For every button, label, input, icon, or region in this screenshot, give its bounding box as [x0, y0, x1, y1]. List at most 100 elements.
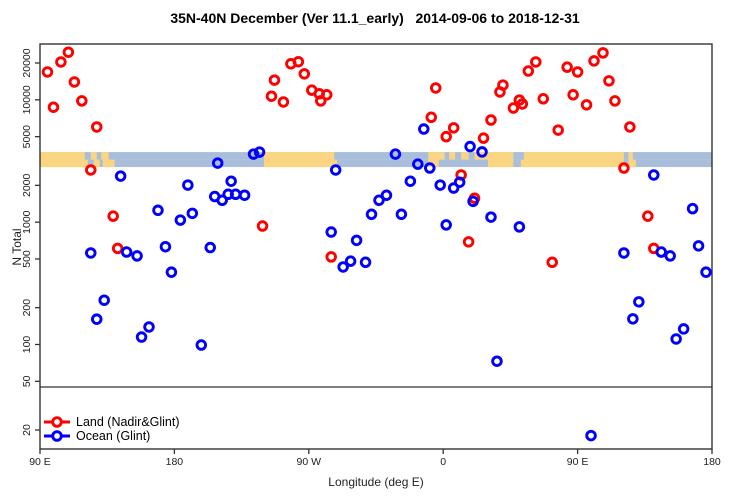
- data-point-ocean: [404, 175, 417, 187]
- data-point-land: [68, 76, 81, 88]
- map-band-land-segment: [461, 152, 469, 160]
- map-band-land-segment: [264, 159, 338, 168]
- data-point-ocean: [395, 208, 408, 221]
- data-point-land: [298, 68, 311, 80]
- y-tick-label: 5000: [21, 125, 33, 149]
- data-point-ocean: [664, 250, 676, 262]
- map-band-land-segment: [264, 152, 335, 160]
- map-band-land-segment: [101, 152, 109, 160]
- data-point-ocean: [195, 339, 208, 351]
- data-point-land: [462, 236, 475, 248]
- data-point-ocean: [389, 148, 402, 160]
- data-point-land: [320, 89, 333, 101]
- map-band-land-segment: [628, 152, 633, 160]
- data-point-ocean: [204, 241, 216, 254]
- data-point-land: [90, 121, 103, 133]
- y-tick-label: 200: [21, 299, 33, 317]
- data-point-ocean: [359, 256, 372, 269]
- map-band-land-segment: [488, 159, 514, 168]
- data-point-ocean: [120, 246, 133, 258]
- data-point-ocean: [186, 207, 199, 220]
- data-point-land: [256, 220, 269, 232]
- x-tick-label: 0: [440, 456, 446, 468]
- data-point-ocean: [491, 355, 503, 367]
- map-band-land-segment: [40, 159, 88, 168]
- data-point-ocean: [373, 194, 385, 207]
- data-point-ocean: [424, 162, 436, 174]
- data-point-ocean: [700, 266, 712, 278]
- data-point-ocean: [329, 164, 342, 176]
- data-point-ocean: [464, 140, 476, 153]
- map-band-ocean-row: [40, 152, 712, 160]
- data-point-land: [292, 55, 305, 68]
- data-point-land: [588, 55, 600, 67]
- data-point-land: [55, 56, 67, 68]
- data-point-ocean: [655, 246, 667, 258]
- data-point-ocean: [692, 240, 705, 252]
- map-band-land-segment: [90, 152, 97, 160]
- data-point-land: [603, 75, 615, 87]
- data-point-ocean: [238, 189, 251, 201]
- data-point-ocean: [434, 179, 446, 191]
- data-point-land: [477, 132, 490, 144]
- x-tick-label: 90 E: [29, 456, 51, 468]
- data-point-ocean: [152, 204, 164, 217]
- data-point-land: [76, 95, 88, 107]
- data-point-land: [609, 95, 621, 107]
- data-point-land: [41, 66, 54, 78]
- x-tick-label: 90 E: [567, 456, 589, 468]
- data-point-land: [47, 101, 60, 113]
- legend-marker-circle-land-icon: [51, 416, 63, 428]
- data-point-ocean: [648, 169, 660, 181]
- data-point-ocean: [365, 208, 378, 221]
- legend-marker-circle-ocean-icon: [51, 430, 63, 442]
- y-tick-label: 20: [21, 424, 33, 436]
- map-band-land-segment: [523, 152, 624, 160]
- y-tick-label: 500: [21, 250, 33, 268]
- data-point-ocean: [476, 146, 488, 158]
- data-point-ocean: [440, 219, 452, 231]
- data-point-land: [571, 66, 584, 78]
- y-tick-label: 50: [21, 375, 33, 387]
- data-point-land: [561, 61, 573, 73]
- map-band-land-segment: [474, 152, 514, 160]
- data-point-ocean: [174, 214, 187, 226]
- data-point-ocean: [453, 176, 466, 188]
- map-band-land-segment: [428, 159, 439, 168]
- data-point-land: [642, 210, 654, 222]
- data-point-land: [597, 47, 609, 59]
- legend-label-ocean: Ocean (Glint): [76, 429, 151, 443]
- data-point-ocean: [182, 179, 194, 191]
- map-band-ocean-row: [40, 159, 712, 168]
- map-band-land-segment: [628, 159, 636, 168]
- data-point-land: [111, 242, 124, 255]
- data-point-land: [265, 90, 278, 102]
- data-point-land: [567, 89, 579, 101]
- data-point-land: [537, 93, 550, 105]
- data-point-land: [516, 98, 529, 110]
- map-band-land-segment: [102, 159, 115, 168]
- data-point-land: [429, 82, 442, 94]
- data-point-ocean: [131, 250, 143, 262]
- data-point-land: [507, 102, 520, 114]
- data-point-ocean: [90, 313, 103, 325]
- data-point-ocean: [135, 331, 148, 343]
- data-point-ocean: [253, 146, 266, 158]
- y-tick-label: 20000: [21, 48, 33, 77]
- data-point-ocean: [485, 211, 497, 223]
- chart-title: 35N-40N December (Ver 11.1_early) 2014-0…: [170, 10, 580, 26]
- data-point-land: [425, 111, 438, 124]
- data-point-ocean: [225, 175, 237, 187]
- data-point-land: [107, 210, 119, 222]
- data-point-land: [62, 46, 75, 58]
- data-point-ocean: [85, 247, 97, 259]
- data-point-ocean: [98, 294, 110, 306]
- map-band-land-segment: [449, 152, 456, 160]
- plot-border: [39, 43, 713, 450]
- data-point-land: [618, 162, 630, 174]
- map-band-land-segment: [520, 159, 624, 168]
- data-point-ocean: [618, 247, 630, 259]
- data-point-ocean: [211, 157, 224, 169]
